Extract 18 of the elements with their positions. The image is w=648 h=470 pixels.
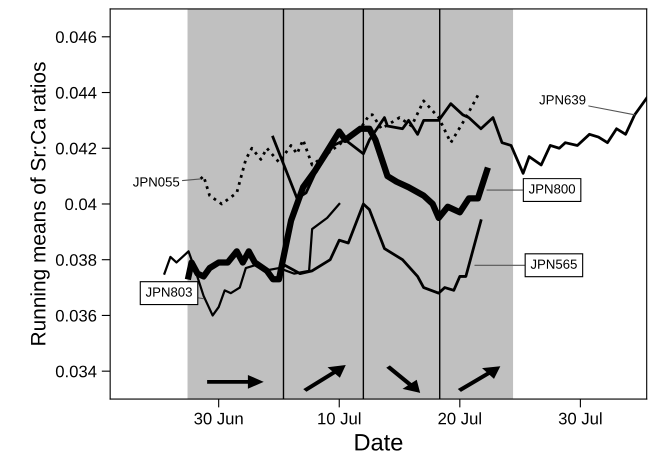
annotation: JPN639	[539, 95, 586, 104]
annotation: JPN565	[530, 259, 577, 269]
y-tick-label: 0.046	[56, 31, 96, 43]
y-tick-label: 0.038	[56, 254, 96, 266]
y-tick-label: 0.034	[56, 366, 96, 378]
x-tick-label: 30 Jul	[558, 412, 602, 424]
annotation: JPN055	[133, 177, 180, 187]
y-tick-label: 0.044	[56, 86, 96, 99]
y-tick-label: 0.04	[65, 198, 96, 210]
annotation: JPN800	[528, 184, 576, 194]
y-tick-label: 0.042	[56, 142, 96, 154]
y-axis-title: Running means of Sr:Ca ratios	[30, 62, 50, 345]
x-tick-label: 30 Jun	[194, 412, 243, 424]
x-axis-title: Date	[355, 434, 402, 451]
y-tick-label: 0.036	[56, 310, 96, 322]
x-tick-label: 20 Jul	[438, 412, 481, 424]
annotation: JPN803	[146, 287, 192, 297]
x-tick-label: 10 Jul	[318, 412, 360, 424]
